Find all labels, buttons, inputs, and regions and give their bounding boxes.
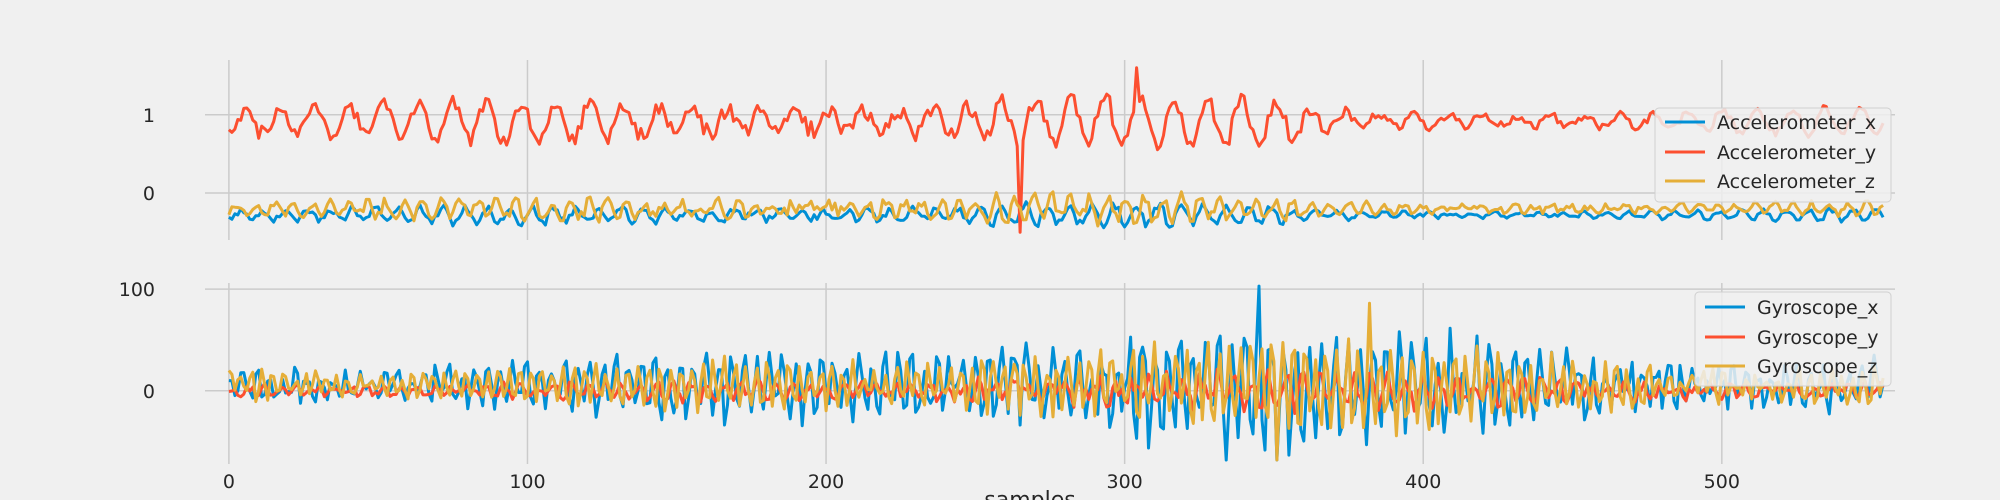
gyro-xtick-label-500: 500 [1704, 471, 1740, 493]
gyro-ytick-label-0: 0 [143, 381, 155, 403]
gyro-series-lines [227, 284, 1885, 462]
gyro-x-ticks: 0 100 200 300 400 500 [223, 471, 1740, 493]
accelerometer-subplot: 01 Accelerometer_x Accelerometer_y Accel… [143, 60, 1895, 240]
accel-legend: Accelerometer_x Accelerometer_y Accelero… [1654, 107, 1892, 203]
accel-grid [205, 60, 1895, 240]
gyro-ytick-label-100: 100 [119, 279, 155, 301]
x-axis-label: samples [984, 488, 1075, 500]
gyro-legend-box [1694, 291, 1892, 387]
legend-label-gyroscope-y: Gyroscope_y [1757, 327, 1878, 349]
legend-label-gyroscope-z: Gyroscope_z [1757, 356, 1877, 378]
series-line-accelerometer-z [227, 190, 1884, 228]
legend-label-accelerometer-z: Accelerometer_z [1717, 171, 1875, 193]
gyro-xtick-label-100: 100 [509, 471, 545, 493]
gyro-xtick-label-200: 200 [808, 471, 844, 493]
series-line-gyroscope-z [227, 301, 1885, 462]
gyroscope-subplot: 0 100 200 300 400 500 0 100 Gyroscope_x Gyrosc… [119, 279, 1895, 493]
accel-y-ticks: 01 [143, 105, 155, 205]
accel-ytick-label-0: 0 [143, 183, 155, 205]
legend-label-gyroscope-x: Gyroscope_x [1757, 297, 1878, 319]
series-line-accelerometer-y [227, 66, 1885, 234]
legend-label-accelerometer-x: Accelerometer_x [1717, 112, 1876, 134]
accel-legend-box [1654, 107, 1892, 203]
accel-series-lines [227, 66, 1885, 234]
gyro-xtick-label-400: 400 [1405, 471, 1441, 493]
accel-ytick-label-1: 1 [143, 105, 155, 127]
gyro-legend: Gyroscope_x Gyroscope_y Gyroscope_z [1694, 291, 1892, 387]
series-line-accelerometer-x [228, 200, 1885, 230]
legend-label-accelerometer-y: Accelerometer_y [1717, 142, 1876, 164]
gyro-xtick-label-0: 0 [223, 471, 235, 493]
gyro-xtick-label-300: 300 [1107, 471, 1143, 493]
gyro-y-ticks: 0 100 [119, 279, 155, 403]
